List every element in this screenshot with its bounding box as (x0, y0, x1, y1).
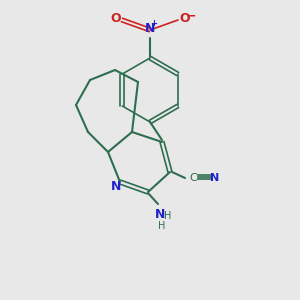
Text: +: + (151, 20, 158, 28)
Text: H: H (164, 211, 172, 221)
Text: N: N (155, 208, 165, 220)
Text: N: N (210, 173, 220, 183)
Text: H: H (158, 221, 166, 231)
Text: O: O (111, 13, 121, 26)
Text: N: N (111, 179, 121, 193)
Text: −: − (186, 10, 196, 22)
Text: N: N (145, 22, 155, 34)
Text: C: C (189, 173, 197, 183)
Text: O: O (180, 13, 190, 26)
